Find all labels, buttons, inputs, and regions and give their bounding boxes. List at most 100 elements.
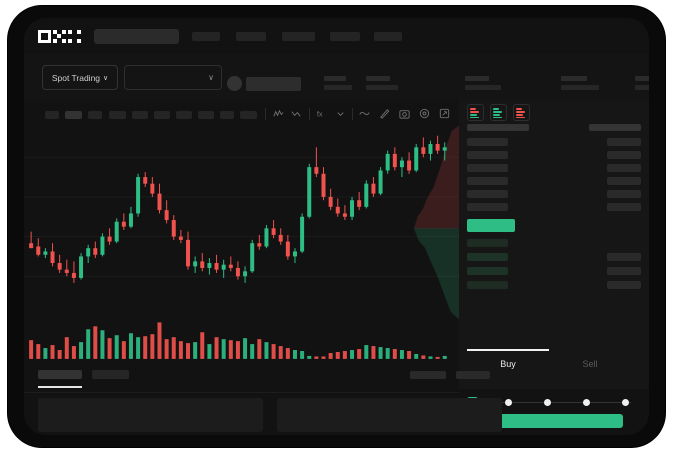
nav-item-4[interactable] — [330, 32, 360, 41]
fullscreen-icon[interactable] — [438, 107, 451, 120]
top-navigation-bar — [24, 18, 649, 54]
chevron-down-icon: ∨ — [208, 73, 214, 82]
nav-item-3[interactable] — [282, 32, 315, 41]
stat-price-change — [324, 76, 352, 90]
settings-icon[interactable] — [418, 107, 431, 120]
order-book-ask-row[interactable] — [467, 177, 508, 185]
orderbook-mode-asks-icon[interactable] — [513, 104, 530, 121]
order-book-mode-switcher — [467, 104, 530, 121]
app-screen: Spot Trading ∨ ∨ — [24, 18, 649, 435]
toolbar-divider-2 — [309, 108, 310, 120]
active-tab-indicator — [467, 349, 549, 351]
orders-card-1 — [38, 398, 263, 432]
timeframe-6[interactable] — [154, 111, 170, 119]
wave-chart-icon[interactable] — [358, 107, 371, 120]
order-book-header-left — [467, 124, 529, 131]
orders-card-2 — [277, 398, 502, 432]
order-book-ask-row[interactable] — [467, 164, 508, 172]
timeframe-2[interactable] — [65, 111, 82, 119]
nav-item-5[interactable] — [374, 32, 402, 41]
order-book-bid-row[interactable] — [467, 253, 508, 261]
logo-letter-o — [38, 30, 51, 43]
chart-gridlines — [24, 156, 459, 277]
tablet-device-frame: Spot Trading ∨ ∨ — [8, 6, 665, 447]
submit-order-button[interactable] — [467, 414, 623, 428]
timeframe-3[interactable] — [88, 111, 102, 119]
order-book-bid-amount — [607, 267, 641, 275]
bottom-action-2[interactable] — [456, 371, 490, 379]
orderbook-mode-both-icon[interactable] — [467, 104, 484, 121]
nav-item-2[interactable] — [236, 32, 266, 41]
tab-buy[interactable]: Buy — [500, 359, 516, 369]
indicators-icon[interactable]: fx — [315, 107, 328, 120]
timeframe-7[interactable] — [176, 111, 192, 119]
slider-stop-75[interactable] — [583, 399, 590, 406]
stat-24h-low — [465, 76, 501, 90]
order-book-ask-amount — [607, 177, 641, 185]
chart-canvas — [24, 125, 459, 359]
timeframe-9[interactable] — [220, 111, 234, 119]
order-book-current-price — [467, 219, 515, 232]
order-book-ask-row[interactable] — [467, 151, 508, 159]
active-tab-indicator — [38, 386, 82, 388]
timeframe-5[interactable] — [132, 111, 148, 119]
timeframe-1[interactable] — [45, 111, 59, 119]
stat-24h-volume — [561, 76, 599, 90]
svg-text:fx: fx — [317, 109, 323, 118]
amount-slider-track[interactable] — [471, 402, 631, 404]
okx-logo[interactable] — [38, 30, 82, 43]
logo-letter-x — [68, 30, 81, 43]
timeframe-4[interactable] — [109, 111, 126, 119]
coin-avatar — [227, 76, 242, 91]
order-book-header-right — [589, 124, 641, 131]
orderbook-mode-bids-icon[interactable] — [490, 104, 507, 121]
tab-sell[interactable]: Sell — [582, 359, 598, 369]
last-price-value — [246, 77, 301, 91]
timeframe-10[interactable] — [240, 111, 257, 119]
bottom-action-1[interactable] — [410, 371, 446, 379]
buy-sell-tabs: Buy Sell — [467, 349, 641, 383]
order-book-bid-row[interactable] — [467, 267, 508, 275]
slider-stop-100[interactable] — [622, 399, 629, 406]
order-book-ask-amount — [607, 164, 641, 172]
order-book-bid-amount — [607, 281, 641, 289]
slider-stop-50[interactable] — [544, 399, 551, 406]
toolbar-divider-3 — [352, 108, 353, 120]
order-book-panel: Buy Sell — [459, 100, 649, 389]
line-chart-icon[interactable] — [290, 107, 303, 120]
panel-divider — [24, 392, 459, 393]
stat-24h-high — [366, 76, 398, 90]
order-book-bid-amount — [607, 253, 641, 261]
order-book-ask-amount — [607, 190, 641, 198]
order-book-ask-amount — [607, 151, 641, 159]
drawing-tools-icon[interactable] — [378, 107, 391, 120]
order-book-bid-row[interactable] — [467, 281, 508, 289]
order-book-ask-row[interactable] — [467, 138, 508, 146]
depth-overlay — [413, 125, 459, 320]
nav-item-1[interactable] — [192, 32, 220, 41]
chevron-down-icon[interactable] — [334, 107, 347, 120]
logo-letter-k — [53, 30, 66, 43]
bottom-tab-open-orders[interactable] — [38, 370, 82, 379]
timeframe-8[interactable] — [198, 111, 214, 119]
bottom-tab-order-history[interactable] — [92, 370, 129, 379]
volume-series — [29, 322, 447, 359]
camera-icon[interactable] — [398, 107, 411, 120]
order-book-ask-row[interactable] — [467, 203, 508, 211]
order-book-ask-row[interactable] — [467, 190, 508, 198]
trading-pair-select[interactable]: ∨ — [124, 65, 222, 90]
spot-trading-label: Spot Trading — [51, 72, 101, 83]
toolbar-divider-1 — [265, 108, 266, 120]
stat-24h-turnover — [635, 76, 649, 90]
search-input[interactable] — [94, 29, 179, 44]
price-chart[interactable] — [24, 124, 459, 365]
slider-stop-25[interactable] — [505, 399, 512, 406]
chevron-down-icon: ∨ — [103, 74, 109, 82]
order-book-bid-row[interactable] — [467, 239, 508, 247]
order-book-ask-amount — [607, 138, 641, 146]
order-book-rows[interactable] — [459, 124, 649, 333]
spot-trading-dropdown[interactable]: Spot Trading ∨ — [42, 65, 118, 90]
candlestick-chart-icon[interactable] — [272, 107, 285, 120]
order-book-ask-amount — [607, 203, 641, 211]
candlestick-series — [29, 135, 447, 283]
